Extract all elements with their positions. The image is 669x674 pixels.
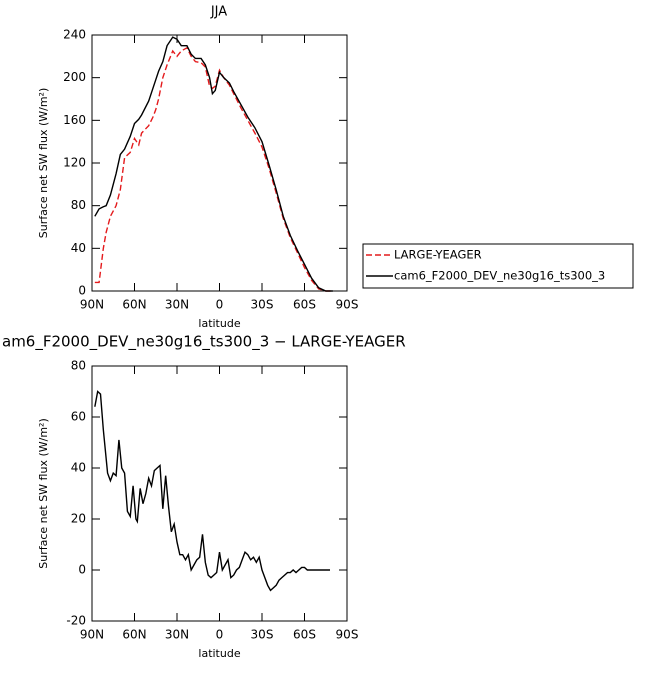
legend-label: cam6_F2000_DEV_ne30g16_ts300_3 (394, 269, 605, 283)
y-tick-label: 60 (71, 410, 86, 424)
x-tick-label: 0 (216, 298, 224, 312)
x-tick-label: 30S (251, 628, 274, 642)
y-tick-label: 160 (63, 113, 86, 127)
x-axis-label: latitude (198, 647, 240, 660)
y-tick-label: 80 (71, 198, 86, 212)
plot-frame (91, 365, 348, 622)
data-line (94, 390, 330, 592)
y-tick-label: 0 (78, 563, 86, 577)
data-line (94, 36, 333, 292)
x-tick-label: 90S (336, 628, 359, 642)
y-axis-label: Surface net SW flux (W/m²) (37, 418, 50, 569)
y-tick-label: -20 (66, 614, 86, 628)
x-tick-label: 30N (165, 298, 189, 312)
x-tick-label: 30N (165, 628, 189, 642)
y-tick-label: 120 (63, 156, 86, 170)
x-tick-label: 30S (251, 298, 274, 312)
data-line (94, 46, 333, 292)
y-tick-label: 40 (71, 241, 86, 255)
x-tick-label: 90N (80, 298, 104, 312)
y-tick-label: 200 (63, 70, 86, 84)
x-axis-label: latitude (198, 317, 240, 330)
y-tick-label: 0 (78, 284, 86, 298)
x-tick-label: 90N (80, 628, 104, 642)
legend-box (362, 243, 634, 289)
x-tick-label: 60S (293, 628, 316, 642)
x-tick-label: 60N (122, 628, 146, 642)
y-tick-label: 40 (71, 461, 86, 475)
legend-label: LARGE-YEAGER (394, 248, 482, 262)
chart-title: am6_F2000_DEV_ne30g16_ts300_3 − LARGE-YE… (2, 333, 406, 352)
x-tick-label: 0 (216, 628, 224, 642)
x-tick-label: 90S (336, 298, 359, 312)
chart-title: JJA (210, 5, 227, 20)
x-tick-label: 60S (293, 298, 316, 312)
x-tick-label: 60N (122, 298, 146, 312)
y-tick-label: 240 (63, 28, 86, 42)
y-tick-label: 80 (71, 359, 86, 373)
y-axis-label: Surface net SW flux (W/m²) (37, 88, 50, 239)
y-tick-label: 20 (71, 512, 86, 526)
